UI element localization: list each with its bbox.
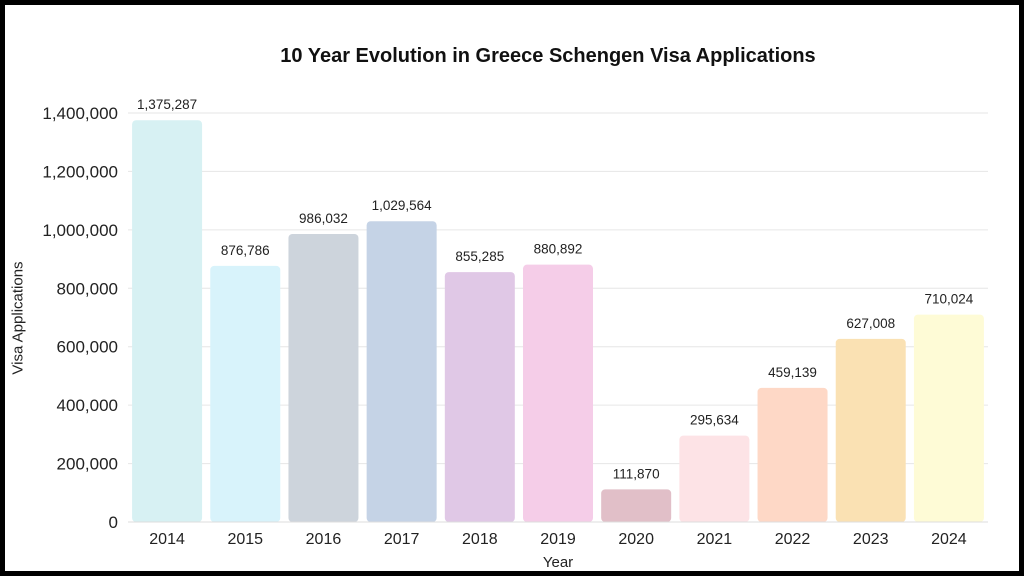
- y-tick-label: 1,200,000: [42, 162, 118, 181]
- data-label: 627,008: [846, 316, 895, 331]
- x-tick-label: 2014: [149, 531, 185, 548]
- bar-2020: [601, 489, 672, 522]
- x-tick-label: 2017: [384, 531, 420, 548]
- y-tick-label: 1,000,000: [42, 221, 118, 240]
- bar-2024: [913, 314, 984, 522]
- data-label: 855,285: [455, 249, 504, 264]
- x-tick-label: 2022: [775, 531, 811, 548]
- x-tick-label: 2020: [618, 531, 654, 548]
- y-tick-label: 1,400,000: [42, 104, 118, 123]
- x-tick-label: 2023: [853, 531, 889, 548]
- y-tick-label: 0: [109, 513, 118, 532]
- data-label: 876,786: [221, 243, 270, 258]
- data-label: 1,029,564: [372, 198, 433, 213]
- data-label: 1,375,287: [137, 97, 197, 112]
- bar-2016: [288, 233, 359, 522]
- bar-2018: [444, 272, 515, 522]
- data-label: 986,032: [299, 211, 348, 226]
- x-tick-label: 2016: [306, 531, 342, 548]
- x-tick-label: 2019: [540, 531, 576, 548]
- x-axis-label: Year: [542, 554, 574, 571]
- data-label: 880,892: [534, 242, 583, 257]
- bar-2023: [835, 338, 906, 522]
- bar-2021: [679, 435, 750, 522]
- y-tick-label: 400,000: [57, 396, 118, 415]
- bar-2017: [366, 221, 437, 523]
- bar-2022: [757, 387, 828, 522]
- data-label: 295,634: [690, 413, 739, 428]
- bar-2019: [523, 264, 593, 522]
- data-label: 459,139: [768, 365, 817, 380]
- y-tick-label: 800,000: [57, 279, 118, 298]
- chart-title: 10 Year Evolution in Greece Schengen Vis…: [280, 45, 816, 67]
- bar-2015: [210, 265, 281, 522]
- x-tick-label: 2024: [931, 531, 967, 548]
- y-tick-label: 200,000: [57, 455, 118, 474]
- bar-2014: [132, 120, 203, 522]
- data-label: 111,870: [613, 466, 660, 481]
- y-tick-label: 600,000: [57, 338, 118, 357]
- data-label: 710,024: [925, 292, 974, 307]
- x-tick-label: 2018: [462, 531, 498, 548]
- x-tick-label: 2015: [227, 531, 263, 548]
- x-tick-label: 2021: [697, 531, 733, 548]
- y-axis-label: Visa Applications: [9, 261, 27, 375]
